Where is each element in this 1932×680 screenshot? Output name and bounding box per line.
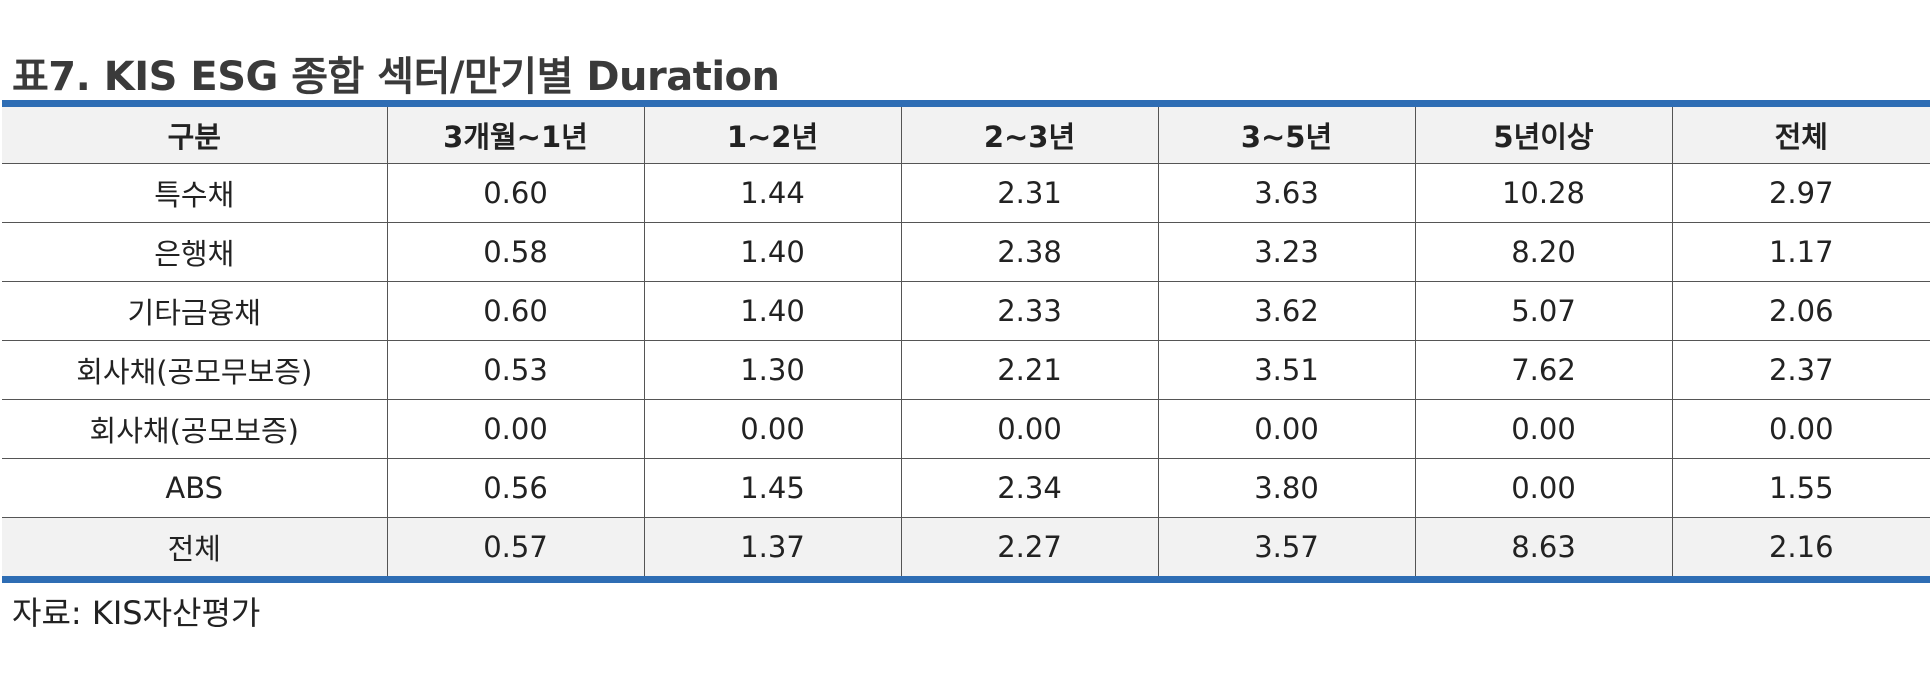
cell: 0.57 bbox=[386, 517, 644, 580]
cell: 0.56 bbox=[386, 458, 644, 518]
cell: 0.60 bbox=[386, 163, 644, 223]
cell: 1.37 bbox=[643, 517, 901, 580]
cell: 3.51 bbox=[1157, 340, 1415, 400]
cell: 3.23 bbox=[1157, 222, 1415, 282]
cell: 2.21 bbox=[900, 340, 1158, 400]
cell: 0.53 bbox=[386, 340, 644, 400]
cell: 2.31 bbox=[900, 163, 1158, 223]
cell: 3.63 bbox=[1157, 163, 1415, 223]
cell: 3.57 bbox=[1157, 517, 1415, 580]
source-note: 자료: KIS자산평가 bbox=[12, 594, 261, 632]
cell: 8.20 bbox=[1414, 222, 1672, 282]
row-label: 특수채 bbox=[2, 163, 387, 223]
cell: 2.37 bbox=[1671, 340, 1930, 400]
header-5y-plus: 5년이상 bbox=[1414, 103, 1672, 164]
row-label: 회사채(공모보증) bbox=[2, 399, 387, 459]
cell: 0.00 bbox=[1157, 399, 1415, 459]
header-total: 전체 bbox=[1671, 103, 1930, 164]
table-row: 은행채 0.58 1.40 2.38 3.23 8.20 1.17 bbox=[2, 222, 1930, 282]
cell: 1.30 bbox=[643, 340, 901, 400]
header-3-5y: 3~5년 bbox=[1157, 103, 1415, 164]
cell: 1.44 bbox=[643, 163, 901, 223]
cell: 7.62 bbox=[1414, 340, 1672, 400]
cell: 0.00 bbox=[386, 399, 644, 459]
cell: 2.27 bbox=[900, 517, 1158, 580]
cell: 0.60 bbox=[386, 281, 644, 341]
cell: 0.00 bbox=[643, 399, 901, 459]
cell: 1.40 bbox=[643, 281, 901, 341]
header-row: 구분 3개월~1년 1~2년 2~3년 3~5년 5년이상 전체 bbox=[2, 103, 1930, 164]
cell: 2.97 bbox=[1671, 163, 1930, 223]
cell: 1.45 bbox=[643, 458, 901, 518]
table-row: 회사채(공모무보증) 0.53 1.30 2.21 3.51 7.62 2.37 bbox=[2, 340, 1930, 400]
header-1-2y: 1~2년 bbox=[643, 103, 901, 164]
cell: 0.00 bbox=[1671, 399, 1930, 459]
row-label: 회사채(공모무보증) bbox=[2, 340, 387, 400]
header-2-3y: 2~3년 bbox=[900, 103, 1158, 164]
table-row: 특수채 0.60 1.44 2.31 3.63 10.28 2.97 bbox=[2, 163, 1930, 223]
cell: 3.80 bbox=[1157, 458, 1415, 518]
cell: 0.58 bbox=[386, 222, 644, 282]
row-label: 기타금융채 bbox=[2, 281, 387, 341]
row-label: 은행채 bbox=[2, 222, 387, 282]
cell: 2.06 bbox=[1671, 281, 1930, 341]
cell: 3.62 bbox=[1157, 281, 1415, 341]
row-label: 전체 bbox=[2, 517, 387, 580]
duration-table: 구분 3개월~1년 1~2년 2~3년 3~5년 5년이상 전체 특수채 0.6… bbox=[2, 100, 1930, 583]
cell: 2.38 bbox=[900, 222, 1158, 282]
cell: 1.17 bbox=[1671, 222, 1930, 282]
cell: 5.07 bbox=[1414, 281, 1672, 341]
cell: 8.63 bbox=[1414, 517, 1672, 580]
cell: 0.00 bbox=[900, 399, 1158, 459]
table-row: 회사채(공모보증) 0.00 0.00 0.00 0.00 0.00 0.00 bbox=[2, 399, 1930, 459]
table-title: 표7. KIS ESG 종합 섹터/만기별 Duration bbox=[12, 54, 780, 100]
cell: 0.00 bbox=[1414, 399, 1672, 459]
cell: 2.33 bbox=[900, 281, 1158, 341]
header-category: 구분 bbox=[2, 103, 387, 164]
cell: 10.28 bbox=[1414, 163, 1672, 223]
table-row: ABS 0.56 1.45 2.34 3.80 0.00 1.55 bbox=[2, 458, 1930, 518]
header-3m-1y: 3개월~1년 bbox=[386, 103, 644, 164]
cell: 1.40 bbox=[643, 222, 901, 282]
table-row-total: 전체 0.57 1.37 2.27 3.57 8.63 2.16 bbox=[2, 517, 1930, 580]
row-label: ABS bbox=[2, 458, 387, 518]
cell: 0.00 bbox=[1414, 458, 1672, 518]
cell: 1.55 bbox=[1671, 458, 1930, 518]
cell: 2.16 bbox=[1671, 517, 1930, 580]
table-row: 기타금융채 0.60 1.40 2.33 3.62 5.07 2.06 bbox=[2, 281, 1930, 341]
cell: 2.34 bbox=[900, 458, 1158, 518]
